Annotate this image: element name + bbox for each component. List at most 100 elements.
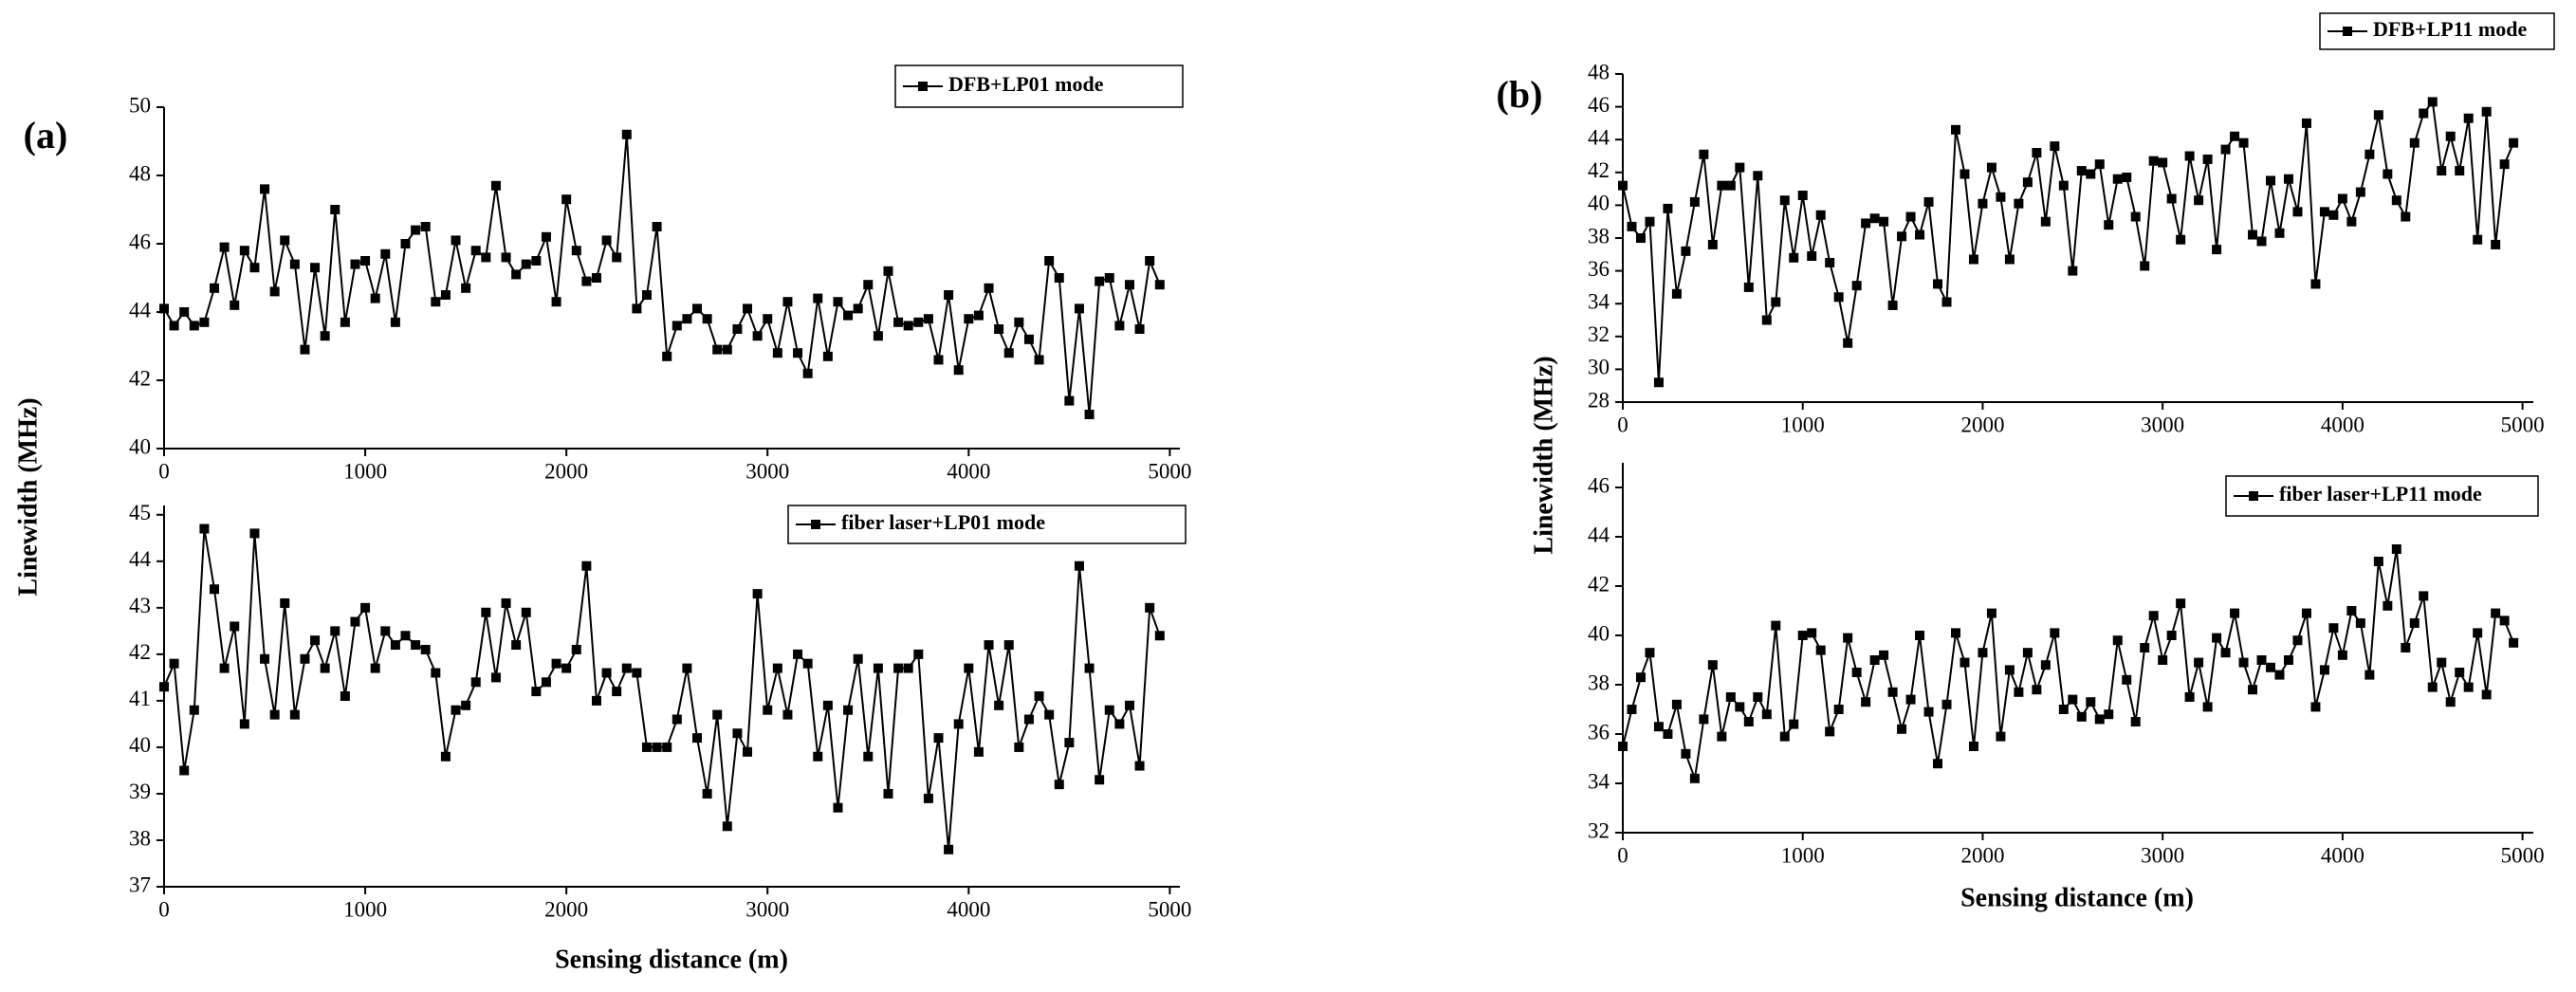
- data-point: [1084, 410, 1095, 419]
- data-point: [672, 321, 682, 331]
- legend-box: [894, 64, 1184, 108]
- data-point: [199, 524, 210, 534]
- data-point: [591, 273, 601, 283]
- data-point: [199, 317, 210, 327]
- y-axis-label: Linewidth (MHz): [1529, 356, 1558, 554]
- data-point: [280, 597, 290, 608]
- y-tick-label: 37: [129, 873, 151, 896]
- data-point: [1707, 239, 1718, 249]
- data-point: [662, 351, 672, 361]
- data-point: [2184, 151, 2195, 161]
- y-tick-label: 38: [1588, 224, 1610, 248]
- data-point: [159, 682, 169, 692]
- data-point: [310, 263, 321, 273]
- legend-box: [787, 505, 1187, 544]
- data-point: [813, 751, 823, 762]
- data-point: [2346, 606, 2357, 615]
- data-point: [2319, 665, 2329, 675]
- data-point: [612, 252, 622, 263]
- data-point: [1923, 196, 1934, 207]
- data-point: [1084, 663, 1095, 673]
- data-point: [289, 259, 300, 269]
- data-point: [652, 742, 662, 752]
- data-point: [451, 705, 461, 715]
- data-point: [1807, 251, 1817, 262]
- data-point: [2274, 228, 2285, 238]
- data-point: [822, 351, 833, 361]
- data-point: [2122, 172, 2132, 182]
- data-point: [561, 663, 572, 673]
- data-point: [2014, 687, 2024, 697]
- data-point: [1023, 334, 1034, 344]
- data-point: [169, 658, 179, 669]
- data-point: [219, 663, 230, 673]
- data-point: [179, 765, 190, 776]
- data-point: [984, 640, 994, 651]
- legend-box: [2225, 475, 2539, 517]
- data-point: [2499, 615, 2510, 626]
- data-point: [2220, 648, 2231, 658]
- data-point: [2230, 131, 2240, 141]
- data-point: [1699, 714, 1709, 725]
- data-point: [1950, 628, 1960, 638]
- data-point: [1104, 273, 1114, 283]
- data-point: [2148, 156, 2159, 166]
- x-tick-label: 1000: [343, 897, 387, 921]
- data-point: [1618, 742, 1628, 751]
- data-point: [1825, 257, 1835, 267]
- data-point: [1869, 655, 1880, 665]
- data-point: [2481, 689, 2492, 700]
- data-point: [641, 290, 652, 300]
- data-point: [551, 658, 561, 669]
- data-point: [2301, 118, 2311, 128]
- data-point: [782, 297, 793, 307]
- y-tick-label: 48: [1588, 60, 1610, 83]
- y-tick-label: 38: [129, 826, 151, 850]
- data-point: [230, 621, 240, 632]
- data-point: [833, 802, 843, 813]
- data-point: [1753, 692, 1763, 702]
- data-point: [1761, 709, 1772, 720]
- data-point: [531, 256, 542, 266]
- legend-marker: [2249, 491, 2258, 501]
- data-point: [672, 714, 682, 725]
- data-point: [2391, 195, 2401, 206]
- data-point: [2319, 207, 2329, 217]
- data-point: [2022, 177, 2033, 188]
- legend-label: fiber laser+LP11 mode: [2279, 482, 2482, 505]
- x-tick-label: 1000: [1781, 843, 1825, 867]
- data-point: [2166, 631, 2177, 640]
- data-point: [953, 719, 964, 729]
- data-point: [249, 263, 260, 273]
- data-point: [1996, 192, 2006, 202]
- data-point: [2473, 628, 2483, 638]
- data-point: [1699, 149, 1709, 159]
- data-point: [973, 746, 984, 757]
- y-tick-label: 30: [1588, 356, 1610, 379]
- data-point: [581, 560, 592, 571]
- data-point: [2274, 670, 2285, 680]
- y-tick-label: 44: [129, 298, 152, 321]
- data-point: [1707, 660, 1718, 671]
- data-point: [2248, 230, 2258, 240]
- y-tick-label: 28: [1588, 388, 1610, 412]
- data-point: [461, 700, 471, 710]
- data-point: [2148, 611, 2159, 621]
- data-point: [521, 259, 531, 269]
- data-point: [2104, 709, 2114, 720]
- data-point: [490, 180, 501, 191]
- data-point: [179, 307, 190, 317]
- data-point: [984, 283, 994, 293]
- data-point: [2499, 159, 2510, 170]
- data-point: [2445, 697, 2456, 707]
- data-point: [551, 297, 561, 307]
- data-point: [772, 663, 782, 673]
- data-point: [2355, 187, 2365, 197]
- data-point: [802, 368, 813, 378]
- x-tick-label: 0: [1617, 413, 1628, 436]
- data-point: [2076, 711, 2087, 722]
- data-point: [1645, 216, 1655, 227]
- data-point: [652, 222, 662, 231]
- data-point: [571, 644, 581, 654]
- data-point: [2328, 623, 2339, 634]
